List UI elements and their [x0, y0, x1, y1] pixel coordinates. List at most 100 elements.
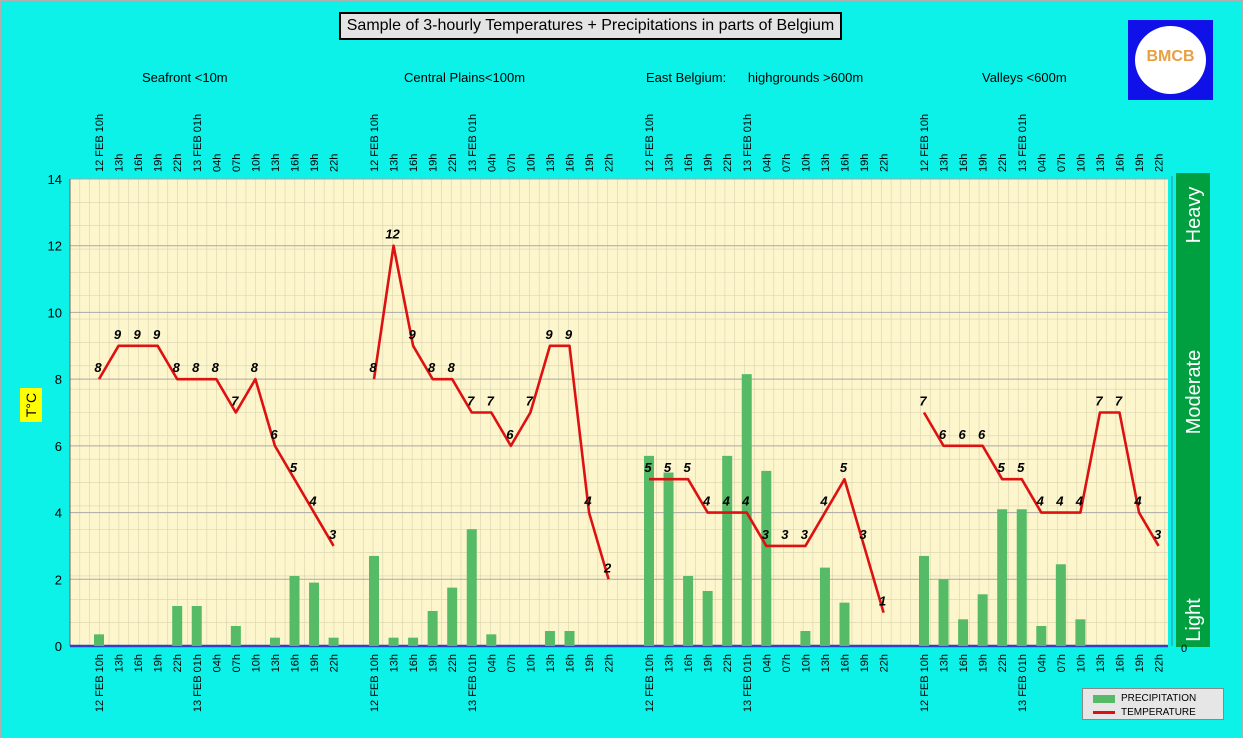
- temperature-data-label: 4: [1036, 494, 1045, 509]
- x-tick-label-bottom: 12 FEB 10h: [644, 654, 656, 712]
- precipitation-bar: [702, 590, 713, 646]
- precipitation-bar: [938, 579, 949, 646]
- temperature-data-label: 12: [385, 227, 400, 242]
- x-tick-label-bottom: 22h: [172, 654, 184, 672]
- legend-precipitation-swatch: [1093, 694, 1115, 703]
- temperature-data-label: 3: [762, 527, 770, 542]
- precipitation-bar: [408, 637, 419, 646]
- x-tick-label-bottom: 22h: [722, 654, 734, 672]
- temperature-data-label: 5: [683, 460, 691, 475]
- x-tick-label-bottom: 13h: [1095, 654, 1107, 672]
- precipitation-bar: [663, 472, 674, 646]
- temperature-data-label: 6: [939, 427, 947, 442]
- x-tick-label-top: 22h: [604, 154, 616, 172]
- x-tick-label-bottom: 16h: [840, 654, 852, 672]
- x-tick-label-bottom: 16h: [565, 654, 577, 672]
- x-tick-label-top: 13h: [1095, 154, 1107, 172]
- legend-temperature-swatch: [1093, 711, 1115, 714]
- temperature-data-label: 4: [702, 494, 711, 509]
- x-tick-label-bottom: 19h: [703, 654, 715, 672]
- y-axis-label-text: T°C: [23, 392, 40, 418]
- precipitation-bar: [958, 619, 969, 646]
- legend-temperature: TEMPERATURE: [1093, 707, 1196, 718]
- temperature-data-label: 8: [251, 360, 259, 375]
- precipitation-bar: [289, 575, 300, 646]
- x-tick-label-top: 22h: [329, 154, 341, 172]
- x-tick-label-bottom: 16h: [958, 654, 970, 672]
- y-tick-label: 6: [55, 439, 62, 454]
- temperature-data-label: 8: [192, 360, 200, 375]
- x-tick-label-top: 19h: [428, 154, 440, 172]
- x-tick-label-bottom: 13 FEB 01h: [1017, 654, 1029, 712]
- temperature-data-label: 4: [1055, 494, 1064, 509]
- temperature-data-label: 1: [879, 594, 886, 609]
- temperature-data-label: 4: [1133, 494, 1142, 509]
- x-tick-label-top: 10h: [1075, 154, 1087, 172]
- temperature-data-label: 9: [133, 327, 141, 342]
- x-tick-label-bottom: 16h: [683, 654, 695, 672]
- y-axis-label: T°C: [20, 388, 42, 422]
- temperature-data-label: 5: [1017, 460, 1025, 475]
- legend-temperature-label: TEMPERATURE: [1121, 707, 1196, 718]
- temperature-data-label: 8: [448, 360, 456, 375]
- x-tick-label-bottom: 13h: [664, 654, 676, 672]
- precipitation-bar: [191, 605, 202, 646]
- intensity-scale-bar: [1176, 173, 1210, 647]
- x-tick-label-bottom: 13 FEB 01h: [192, 654, 204, 712]
- temperature-data-label: 8: [212, 360, 220, 375]
- x-tick-label-top: 04h: [761, 154, 773, 172]
- x-tick-label-bottom: 22h: [447, 654, 459, 672]
- bmcb-logo: BMCB: [1128, 20, 1213, 100]
- precipitation-bar: [644, 455, 654, 646]
- temperature-data-label: 7: [526, 394, 534, 409]
- x-tick-label-top: 19h: [1134, 154, 1146, 172]
- x-tick-label-top: 19h: [859, 154, 871, 172]
- temperature-data-label: 7: [1115, 394, 1123, 409]
- x-tick-label-bottom: 19h: [153, 654, 165, 672]
- temperature-data-label: 5: [664, 460, 672, 475]
- x-tick-label-top: 22h: [447, 154, 459, 172]
- temperature-line: [97, 344, 335, 547]
- x-tick-label-bottom: 19h: [428, 654, 440, 672]
- x-tick-label-bottom: 07h: [506, 654, 518, 672]
- temperature-data-label: 4: [722, 494, 731, 509]
- x-tick-label-top: 10h: [250, 154, 262, 172]
- x-tick-label-bottom: 13 FEB 01h: [742, 654, 754, 712]
- precipitation-bar: [94, 634, 104, 646]
- temperature-data-label: 9: [545, 327, 553, 342]
- secondary-axis-zero: 0: [1181, 643, 1187, 655]
- x-tick-label-top: 16h: [290, 154, 302, 172]
- x-tick-label-top: 22h: [879, 154, 891, 172]
- x-tick-label-bottom: 16h: [133, 654, 145, 672]
- region-label-east-belgium: East Belgium: highgrounds >600m: [646, 70, 864, 85]
- x-tick-label-top: 10h: [800, 154, 812, 172]
- x-tick-label-top: 22h: [997, 154, 1009, 172]
- precipitation-bar: [1016, 509, 1027, 646]
- precipitation-bar: [466, 529, 477, 646]
- x-tick-label-top: 12 FEB 10h: [919, 114, 931, 172]
- temperature-data-label: 5: [644, 460, 652, 475]
- temperature-data-label: 5: [290, 460, 298, 475]
- x-tick-label-top: 13 FEB 01h: [467, 114, 479, 172]
- x-tick-label-top: 16h: [683, 154, 695, 172]
- x-tick-label-bottom: 22h: [997, 654, 1009, 672]
- precipitation-bar: [1036, 625, 1047, 646]
- x-tick-label-bottom: 19h: [1134, 654, 1146, 672]
- temperature-data-label: 7: [919, 394, 927, 409]
- x-tick-label-bottom: 12 FEB 10h: [919, 654, 931, 712]
- temperature-data-label: 3: [1154, 527, 1162, 542]
- temperature-data-label: 5: [998, 460, 1006, 475]
- x-tick-label-bottom: 16h: [408, 654, 420, 672]
- region-label-seafront: Seafront <10m: [142, 70, 228, 85]
- x-tick-label-top: 16h: [1115, 154, 1127, 172]
- region-label-central-plains: Central Plains<100m: [404, 70, 526, 85]
- precipitation-bar: [230, 625, 241, 646]
- x-tick-label-top: 04h: [211, 154, 223, 172]
- precipitation-bar: [486, 634, 497, 646]
- x-tick-label-bottom: 10h: [800, 654, 812, 672]
- x-tick-label-top: 13 FEB 01h: [192, 114, 204, 172]
- x-tick-label-bottom: 13h: [820, 654, 832, 672]
- x-tick-label-top: 19h: [309, 154, 321, 172]
- x-tick-label-bottom: 19h: [309, 654, 321, 672]
- temperature-data-label: 2: [603, 560, 612, 575]
